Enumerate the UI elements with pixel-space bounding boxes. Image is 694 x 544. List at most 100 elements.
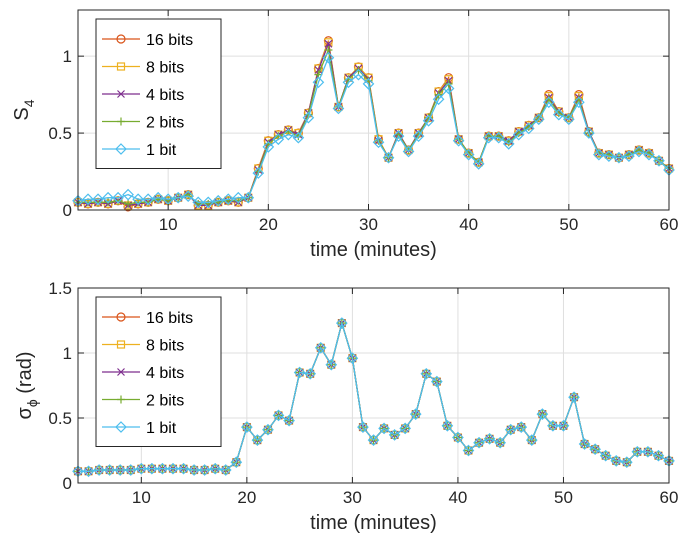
- s4-data-point: [442, 82, 455, 95]
- s4-data-point: [482, 131, 495, 144]
- sigma-data-point: [304, 367, 317, 380]
- sigma-data-point: [652, 449, 665, 462]
- s4-data-point: [653, 154, 665, 167]
- sigma-data-point: [420, 367, 433, 380]
- s4-y-tick-label: 0: [63, 201, 72, 220]
- sigma-data-point: [325, 358, 338, 371]
- s4-data-point: [142, 193, 154, 206]
- sigma-x-tick-label: 40: [448, 488, 467, 507]
- s4-data-point: [432, 93, 445, 106]
- s4-data-point: [422, 114, 435, 127]
- s4-legend-label: 8 bits: [146, 60, 184, 77]
- sigma-data-point: [272, 409, 285, 422]
- sigma-data-point: [504, 423, 517, 436]
- sigma-data-point: [219, 464, 232, 476]
- s4-data-point: [252, 167, 265, 179]
- sigma-data-point: [156, 462, 169, 475]
- s4-data-point: [282, 128, 295, 141]
- s4-data-point: [603, 150, 615, 163]
- sigma-x-tick-label: 30: [343, 488, 362, 507]
- s4-legend-marker: [117, 90, 125, 98]
- s4-x-tick-label: 40: [459, 215, 478, 234]
- s4-data-point: [172, 191, 185, 204]
- s4-legend-marker: [116, 62, 126, 71]
- s4-data-point: [102, 191, 114, 204]
- s4-series-4: [72, 51, 675, 209]
- s4-legend-marker: [115, 143, 127, 155]
- sigma-data-point: [473, 436, 485, 449]
- sigma-legend-marker: [117, 395, 125, 404]
- sigma-data-point: [177, 462, 190, 475]
- sigma-data-point: [378, 422, 390, 435]
- sigma-data-point: [346, 352, 359, 365]
- sigma-data-point: [547, 419, 559, 432]
- sigma-data-point: [631, 445, 644, 458]
- sigma-data-point: [262, 423, 274, 436]
- sigma-data-point: [515, 421, 528, 433]
- sigma-legend-label: 8 bits: [146, 338, 184, 355]
- sigma-y-tick-label: 1: [63, 344, 72, 363]
- sigma-data-point: [452, 431, 464, 444]
- s4-data-point: [512, 128, 525, 141]
- s4-x-tick-label: 20: [259, 215, 278, 234]
- s4-data-point: [462, 148, 475, 161]
- sigma-data-point: [462, 444, 475, 457]
- s4-x-tick-label: 50: [559, 215, 578, 234]
- sigma-data-point: [557, 419, 570, 432]
- s4-legend: 16 bits 8 bits 4 bits 2 bits 1 bit: [95, 18, 222, 169]
- sigma-legend-marker: [115, 421, 127, 433]
- sigma-data-point: [82, 465, 95, 478]
- sigma-data-point: [494, 436, 506, 449]
- sigma-x-tick-label: 20: [237, 488, 256, 507]
- sigma-x-tick-label: 60: [660, 488, 679, 507]
- sigma-data-point: [399, 422, 412, 435]
- s4-data-point: [372, 136, 385, 149]
- sigma-data-point: [536, 408, 549, 420]
- s4-data-point: [124, 199, 133, 208]
- s4-data-point: [192, 196, 205, 209]
- s4-data-point: [342, 76, 355, 89]
- sigma-axes-box: [77, 287, 670, 484]
- s4-data-point: [272, 133, 285, 146]
- sigma-data-point: [124, 464, 137, 476]
- s4-data-point: [292, 131, 305, 144]
- s4-legend-marker: [116, 34, 126, 44]
- s4-legend-label: 1 bit: [146, 142, 177, 159]
- sigma-data-point: [188, 464, 200, 476]
- s4-x-tick-label: 30: [359, 215, 378, 234]
- sigma-data-point: [198, 464, 211, 476]
- s4-data-point: [242, 191, 255, 204]
- sigma-data-point: [314, 341, 327, 354]
- s4-data-point: [583, 127, 595, 139]
- sigma-data-point: [430, 375, 443, 388]
- s4-data-point: [362, 77, 375, 90]
- s4-y-axis-label: S4: [11, 99, 37, 120]
- s4-x-tick-label: 10: [159, 215, 178, 234]
- sigma-data-point: [251, 434, 264, 446]
- s4-data-point: [392, 130, 405, 143]
- s4-data-point: [312, 76, 325, 89]
- sigma-legend: 16 bits 8 bits 4 bits 2 bits 1 bit: [95, 296, 222, 447]
- s4-data-point: [262, 141, 275, 153]
- sigma-legend-label: 1 bit: [146, 420, 177, 437]
- s4-data-point: [332, 102, 345, 115]
- s4-y-tick-label: 0.5: [48, 124, 72, 143]
- sigma-data-point: [283, 414, 295, 427]
- s4-data-point: [562, 113, 575, 126]
- s4-x-tick-label: 60: [660, 215, 679, 234]
- sigma-y-tick-label: 0: [63, 474, 72, 493]
- sigma-data-point: [642, 445, 654, 458]
- s4-data-point: [132, 193, 144, 206]
- s4-data-point: [222, 193, 235, 206]
- s4-data-point: [402, 145, 415, 158]
- sigma-x-tick-label: 50: [554, 488, 573, 507]
- sigma-data-point: [388, 429, 401, 441]
- sigma-data-point: [241, 421, 253, 433]
- sigma-data-point: [483, 432, 496, 445]
- sigma-legend-label: 4 bits: [146, 365, 184, 382]
- sigma-data-point: [209, 462, 222, 475]
- sigma-data-point: [135, 462, 148, 475]
- s4-data-point: [532, 113, 545, 126]
- s4-data-point: [152, 191, 164, 204]
- s4-x-axis-label: time (minutes): [310, 239, 437, 261]
